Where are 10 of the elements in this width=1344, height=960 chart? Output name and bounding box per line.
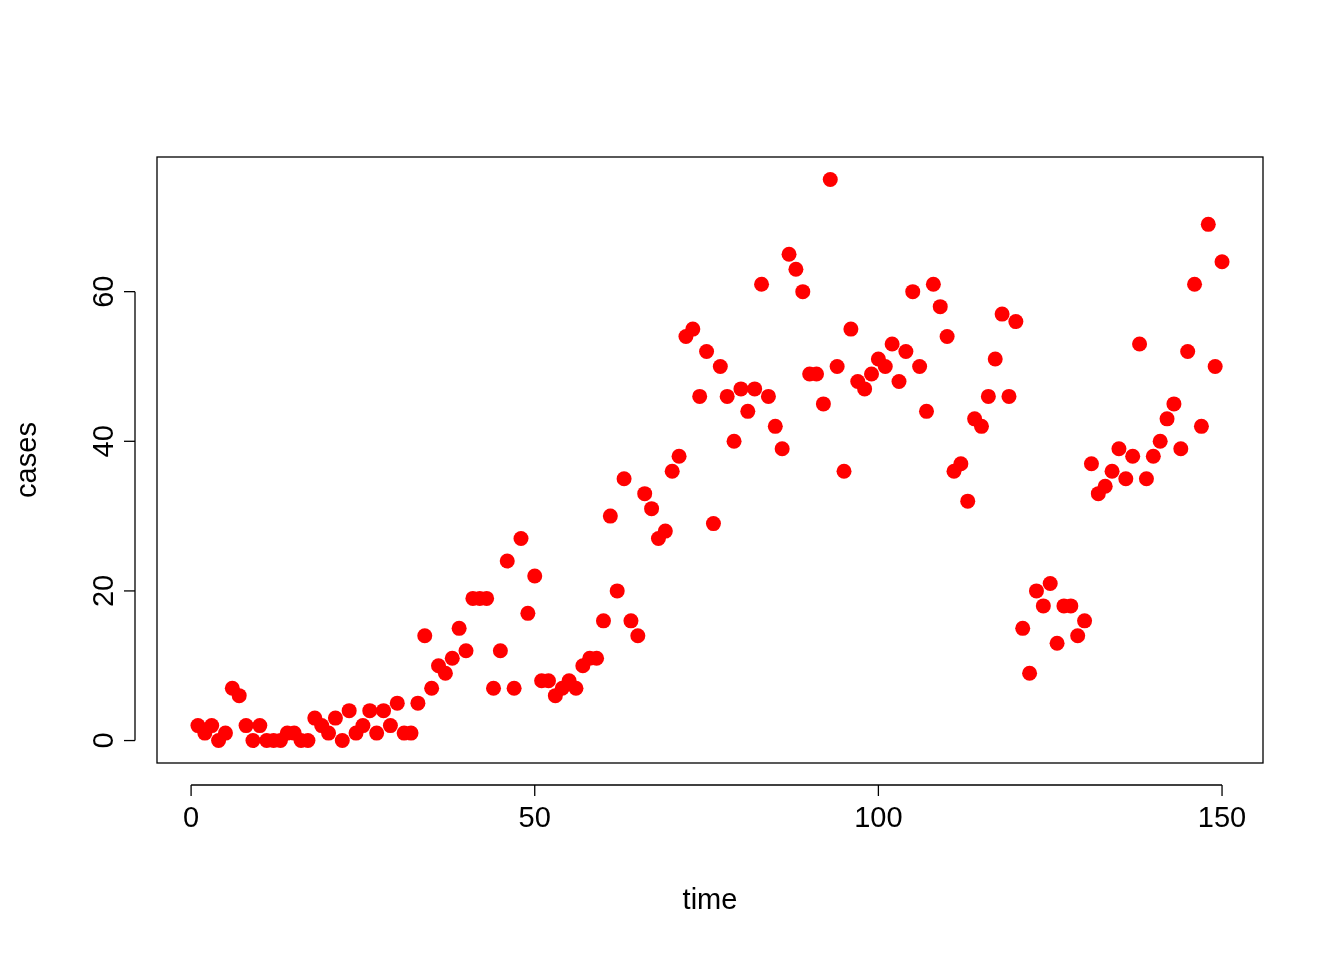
x-axis-title: time [682,883,738,915]
y-tick-label: 40 [87,425,119,458]
y-tick-label: 20 [87,574,119,608]
x-tick-label: 0 [183,801,200,833]
y-tick-label: 60 [87,275,119,308]
y-tick-label: 0 [87,732,119,749]
y-axis-title: cases [10,422,42,498]
x-tick-label: 100 [854,801,903,833]
x-tick-label: 50 [518,801,551,833]
x-tick-label: 150 [1197,801,1247,833]
